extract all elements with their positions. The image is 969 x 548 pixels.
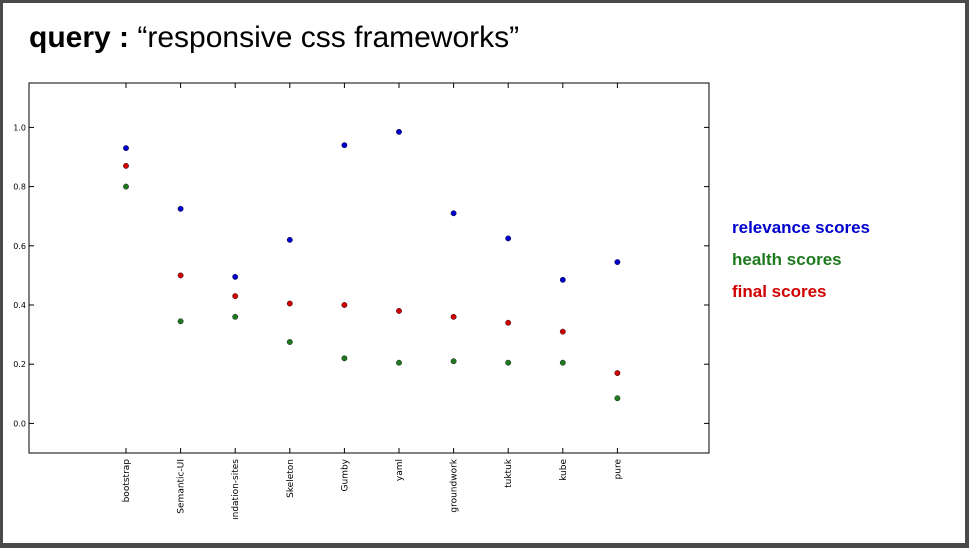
scatter-chart: 0.0 0.2 0.4 0.6 0.8 1.0 bootstrap Semantic-UI ın… bbox=[13, 82, 710, 520]
relevance-point bbox=[505, 235, 512, 242]
x-tick-label-9: pure bbox=[613, 459, 623, 480]
legend: relevance scores health scores final sco… bbox=[732, 217, 870, 313]
y-tick-label: 0.0 bbox=[13, 419, 26, 428]
health-point bbox=[123, 183, 129, 190]
legend-final-scores: final scores bbox=[732, 282, 827, 301]
final-point bbox=[123, 162, 129, 169]
x-tick-label-4: Gumby bbox=[340, 458, 350, 491]
health-point bbox=[450, 358, 457, 365]
legend-health-scores: health scores bbox=[732, 250, 842, 269]
health-point bbox=[177, 318, 184, 325]
final-point bbox=[286, 300, 293, 307]
relevance-point bbox=[123, 145, 129, 152]
slide: query : “responsive css frameworks” 0.0 0… bbox=[3, 3, 965, 543]
x-tick-label-2: ındation-sites bbox=[231, 459, 241, 520]
x-tick-label-6: groundwork bbox=[450, 458, 460, 512]
final-point bbox=[450, 313, 457, 320]
health-point bbox=[505, 359, 512, 366]
relevance-point bbox=[559, 276, 566, 283]
relevance-point bbox=[177, 205, 184, 212]
relevance-point bbox=[450, 210, 457, 217]
relevance-point bbox=[396, 128, 402, 135]
health-point bbox=[559, 359, 566, 366]
legend-relevance-scores: relevance scores bbox=[732, 218, 870, 237]
x-tick-label-3: Skeleton bbox=[286, 459, 296, 498]
x-tick-label-0: bootstrap bbox=[122, 459, 132, 503]
relevance-point bbox=[614, 259, 621, 265]
health-point bbox=[286, 339, 293, 345]
x-tick-label-1: Semantic-UI bbox=[177, 459, 187, 514]
health-point bbox=[614, 395, 621, 402]
health-point bbox=[232, 313, 239, 320]
y-tick-label: 0.2 bbox=[13, 360, 26, 369]
relevance-point bbox=[341, 142, 348, 149]
final-point bbox=[505, 319, 512, 326]
health-point bbox=[341, 355, 348, 362]
plot-frame bbox=[28, 82, 710, 454]
page-title: query : “responsive css frameworks” bbox=[29, 21, 519, 55]
final-point bbox=[177, 272, 184, 279]
final-point bbox=[396, 308, 402, 314]
query-label: query : bbox=[29, 21, 130, 54]
y-tick-label: 0.6 bbox=[13, 242, 26, 251]
final-point bbox=[232, 293, 239, 300]
query-text: “responsive css frameworks” bbox=[137, 21, 520, 54]
final-point bbox=[614, 370, 621, 376]
final-point bbox=[559, 328, 566, 335]
y-tick-label: 0.8 bbox=[13, 183, 26, 192]
relevance-point bbox=[286, 236, 293, 243]
y-tick-label: 1.0 bbox=[13, 123, 26, 132]
relevance-point bbox=[232, 273, 239, 280]
final-point bbox=[341, 302, 348, 308]
x-tick-label-7: tuktuk bbox=[504, 458, 514, 488]
y-tick-label: 0.4 bbox=[13, 301, 26, 310]
health-point bbox=[396, 359, 402, 366]
x-tick-label-8: kube bbox=[559, 459, 569, 481]
x-tick-label-5: yaml bbox=[395, 459, 405, 481]
